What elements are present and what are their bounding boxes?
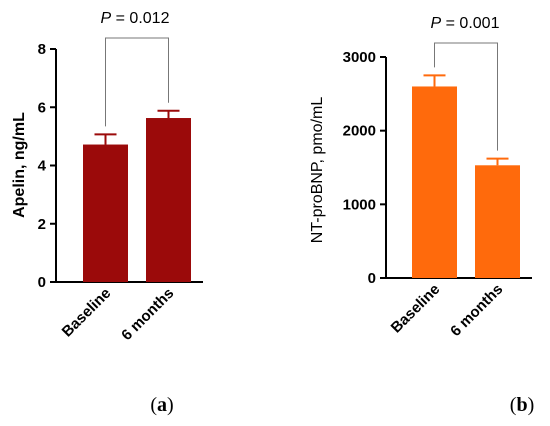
panel-a-y-tick-label: 6: [38, 99, 46, 116]
panel-a-y-tick-label: 8: [38, 41, 46, 58]
panel-a-bar: [146, 118, 191, 283]
panel-b-p-rest: = 0.001: [441, 15, 499, 32]
panel-b-y-axis-title: NT-proBNP, pmo/mL: [309, 97, 326, 244]
panel-a-y-tick-label: 2: [38, 216, 46, 233]
panel-a-y-tick-label: 4: [38, 158, 47, 175]
panel-b-category-label: Baseline: [388, 281, 444, 337]
panel-b-tag-open: (: [510, 394, 517, 416]
panel-b-y-tick-label: 1000: [343, 196, 376, 213]
panel-a-tag: (a): [150, 394, 173, 416]
panel-a-p-italic: P: [101, 10, 112, 27]
panel-a-p-rest: = 0.012: [111, 10, 169, 27]
panel-b-bar: [475, 165, 520, 278]
panel-a-tag-close: ): [167, 394, 174, 416]
panel-b-y-tick-label: 2000: [343, 123, 376, 140]
panel-a-tag-letter: a: [157, 394, 167, 416]
panel-a-p-value: P = 0.012: [101, 10, 170, 27]
panel-b-significance-bracket: [434, 42, 498, 151]
panel-a-y-tick-label: 0: [38, 274, 46, 291]
panel-b-category-label: 6 months: [447, 281, 506, 340]
panel-b-plot-area: 0 1000 2000 3000 Baseline 6 months: [343, 42, 532, 340]
panel-a-significance-bracket: [105, 37, 169, 127]
panel-b-p-value: P = 0.001: [431, 15, 500, 32]
panel-b-chart: P = 0.001 NT-proBNP, pmo/mL 0 1000 2000 300…: [309, 15, 534, 416]
panel-a-category-label: Baseline: [59, 285, 115, 341]
panel-b-bar: [412, 86, 457, 278]
panel-b-tag-letter: b: [516, 394, 527, 416]
panel-a-bar: [83, 144, 128, 282]
panel-a-y-axis-title: Apelin, ng/mL: [11, 112, 28, 218]
panel-a-tag-open: (: [150, 394, 157, 416]
panel-b-tag-close: ): [528, 394, 535, 416]
panel-b-y-tick-label: 3000: [343, 49, 376, 66]
panel-a-plot-area: 0 2 4 6 8 Baseline 6 months: [38, 37, 203, 344]
panel-a-category-label: 6 months: [118, 285, 177, 344]
panel-b-y-tick-label: 0: [368, 270, 376, 287]
panel-b-p-italic: P: [431, 15, 442, 32]
panel-b-tag: (b): [510, 394, 534, 416]
panel-a-chart: P = 0.012 Apelin, ng/mL 0 2 4 6 8 Baseline 6 m…: [11, 10, 203, 416]
